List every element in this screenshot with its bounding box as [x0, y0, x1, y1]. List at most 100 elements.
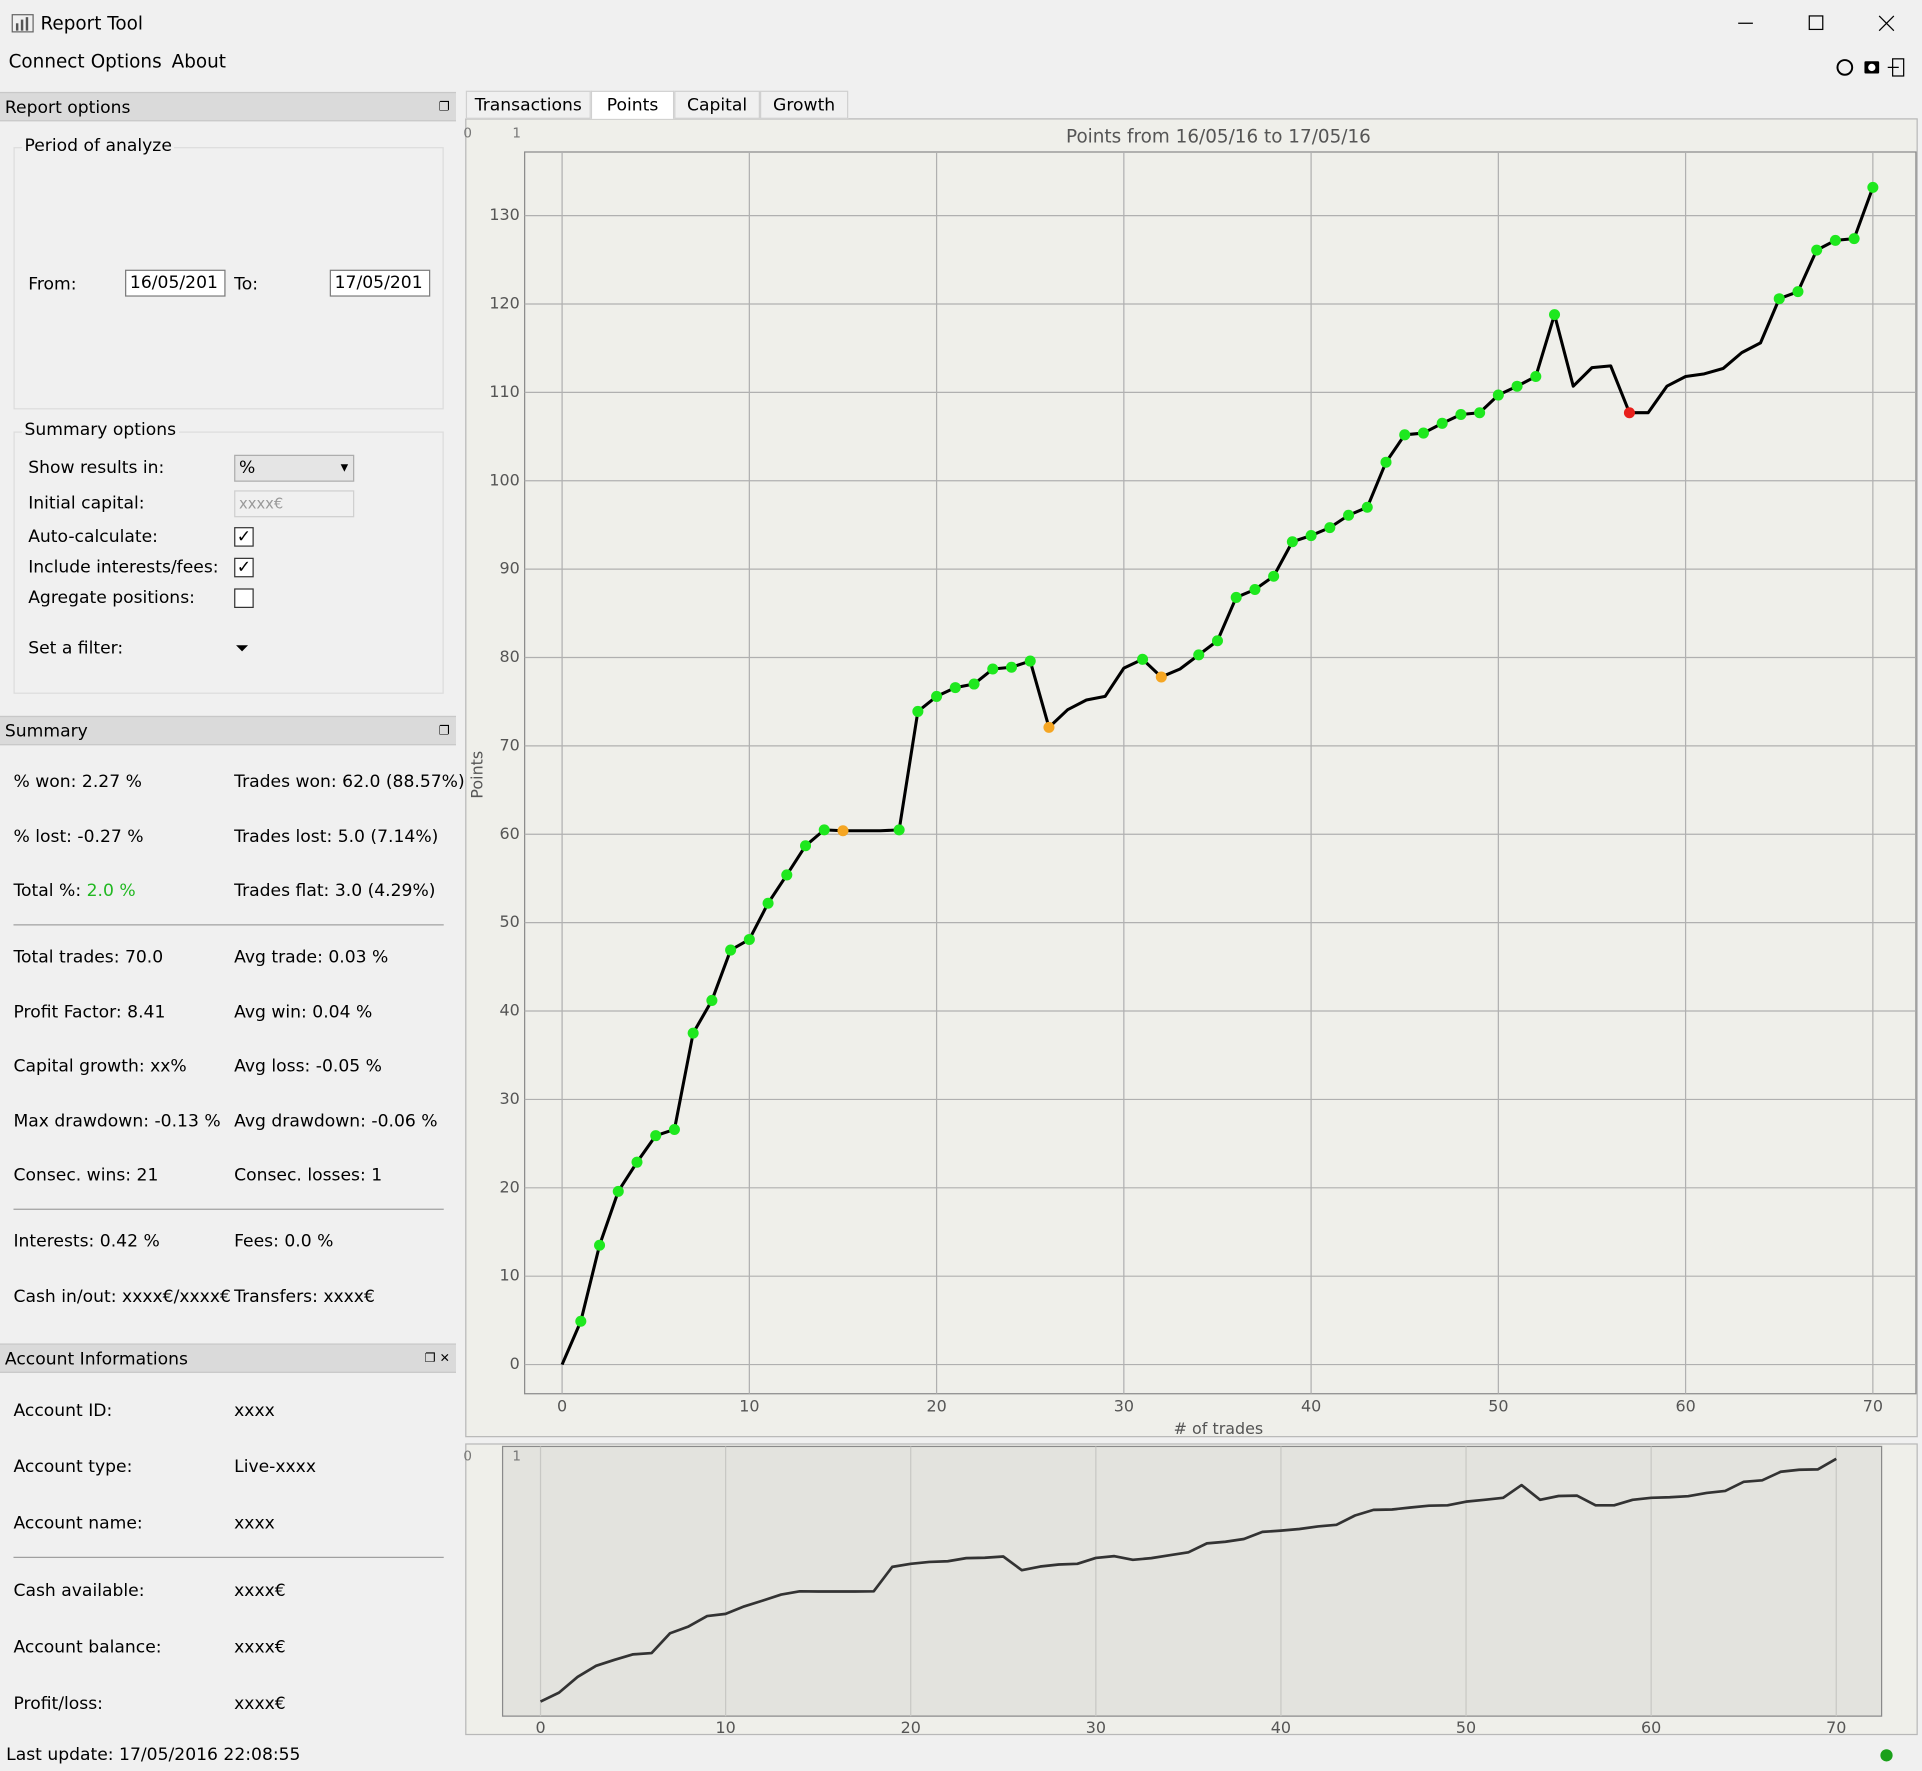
info-cell: Max drawdown: -0.13 %	[13, 1112, 220, 1132]
date-picker[interactable]: 16/05/201	[125, 269, 226, 297]
info-value: xxxx€	[234, 1637, 286, 1658]
info-cell: Trades won: 62.0 (88.57%)	[234, 773, 465, 793]
window-title: Report Tool	[40, 12, 143, 35]
info-row: Profit/loss: xxxx€	[0, 1676, 456, 1732]
corner-label: 1	[512, 126, 521, 142]
point-marker	[1623, 407, 1635, 419]
point-marker	[1324, 522, 1336, 534]
point-marker	[1249, 583, 1261, 595]
info-row: % won: 2.27 % Trades won: 62.0 (88.57%)	[0, 755, 464, 810]
info-cell: Consec. wins: 21	[13, 1166, 158, 1186]
point-marker	[1361, 501, 1373, 513]
y-tick-label: 10	[499, 1266, 519, 1285]
x-tick-label: 70	[1826, 1718, 1846, 1737]
menu-item[interactable]: About	[171, 50, 226, 73]
info-label: Max drawdown:	[13, 1111, 150, 1132]
y-tick-label: 70	[499, 735, 519, 754]
x-tick-label: 0	[557, 1397, 567, 1416]
checkbox[interactable]	[234, 588, 254, 608]
summary-list: % won: 2.27 % Trades won: 62.0 (88.57%)% …	[0, 755, 465, 1324]
menu-item[interactable]: Connect	[8, 50, 85, 73]
info-value: -0.27 %	[77, 827, 144, 847]
info-label: Consec. losses:	[234, 1166, 366, 1186]
panel-title: Report options	[4, 98, 131, 118]
corner-label: 1	[512, 1448, 521, 1464]
corner-label: 0	[463, 126, 472, 142]
point-marker	[893, 824, 905, 836]
info-value: Live-xxxx	[234, 1457, 316, 1478]
point-marker	[968, 678, 980, 690]
status-bar: Last update: 17/05/2016 22:08:55	[6, 1745, 301, 1766]
separator	[13, 923, 444, 926]
x-axis-label: # of trades	[1174, 1419, 1264, 1438]
dropdown[interactable]: % ▼	[234, 454, 355, 482]
info-value: -0.06 %	[371, 1111, 438, 1132]
point-marker	[912, 705, 924, 717]
point-marker	[1811, 244, 1823, 256]
y-tick-label: 60	[499, 824, 519, 843]
info-label: Profit Factor:	[13, 1002, 122, 1022]
option-label: Agregate positions:	[28, 588, 195, 608]
info-row: Cash in/out: xxxx€/xxxx€ Transfers: xxxx€	[0, 1269, 456, 1324]
info-label: Avg loss:	[234, 1056, 311, 1077]
x-tick-label: 30	[1114, 1397, 1134, 1416]
info-label: Total %:	[13, 881, 82, 902]
toolbar[interactable]	[1833, 55, 1913, 80]
info-cell: Trades flat: 3.0 (4.29%)	[234, 882, 435, 902]
x-tick-label: 50	[1456, 1718, 1476, 1737]
tab[interactable]: Capital	[674, 90, 760, 119]
window-controls[interactable]	[1716, 5, 1922, 42]
x-tick-label: 60	[1675, 1397, 1695, 1416]
info-value: 0.0 %	[284, 1231, 334, 1252]
point-marker	[1455, 408, 1467, 421]
info-cell: Profit Factor: 8.41	[13, 1002, 165, 1022]
point-marker	[1773, 293, 1785, 305]
info-label: Transfers:	[234, 1286, 318, 1307]
chart-title: Points from 16/05/16 to 17/05/16	[1066, 126, 1371, 147]
group-title: Period of analyze	[22, 136, 175, 156]
option-label: Include interests/fees:	[28, 557, 219, 578]
point-marker	[650, 1130, 662, 1142]
y-tick-label: 130	[489, 205, 519, 224]
info-row: Account name: xxxx	[0, 1495, 456, 1551]
point-marker	[1268, 570, 1280, 582]
info-value: 62.0 (88.57%)	[342, 772, 465, 793]
text-input: xxxx€	[234, 490, 355, 518]
tab[interactable]: Transactions	[465, 90, 591, 119]
x-tick-label: 40	[1271, 1718, 1291, 1737]
tab[interactable]: Growth	[759, 90, 849, 119]
info-value: 5.0 (7.14%)	[337, 827, 439, 847]
point-marker	[1530, 370, 1542, 382]
point-marker	[781, 869, 793, 881]
option-label: Initial capital:	[28, 493, 145, 514]
corner-label: 0	[463, 1448, 472, 1464]
info-row: Profit Factor: 8.41 Avg win: 0.04 %	[0, 985, 456, 1040]
info-label: Capital growth:	[13, 1056, 145, 1077]
info-row: Max drawdown: -0.13 % Avg drawdown: -0.06…	[0, 1094, 456, 1149]
app-icon	[11, 14, 34, 33]
placeholder: xxxx€	[239, 495, 284, 513]
tab[interactable]: Points	[590, 90, 675, 119]
date-picker[interactable]: 17/05/201	[329, 269, 431, 297]
point-marker	[931, 690, 943, 702]
info-value: xxxx	[234, 1401, 275, 1421]
point-marker	[987, 663, 999, 675]
info-value: xxxx€	[234, 1694, 286, 1714]
info-label: Consec. wins:	[13, 1166, 132, 1186]
date-value: 16/05/201	[129, 273, 218, 293]
point-marker	[1380, 456, 1392, 468]
label: To:	[234, 274, 258, 295]
filter-icon[interactable]: ⏷	[235, 638, 250, 659]
point-marker	[594, 1239, 606, 1251]
summary-options-group: Summary options	[13, 420, 444, 694]
checkbox[interactable]: ✓	[234, 557, 254, 578]
info-label: Interests:	[13, 1231, 95, 1252]
point-marker	[949, 682, 961, 694]
info-row: Consec. wins: 21 Consec. losses: 1	[0, 1149, 456, 1204]
menu-item[interactable]: Options	[90, 50, 162, 73]
info-row: Capital growth: xx% Avg loss: -0.05 %	[0, 1039, 456, 1094]
checkbox[interactable]: ✓	[234, 527, 254, 547]
